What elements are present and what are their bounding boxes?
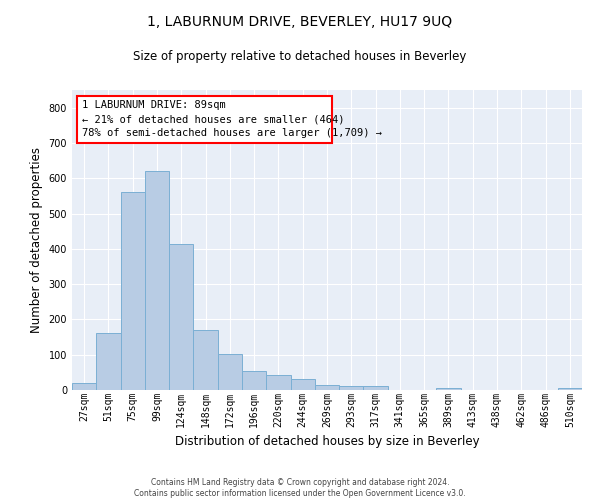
Y-axis label: Number of detached properties: Number of detached properties <box>30 147 43 333</box>
Bar <box>145 171 169 390</box>
X-axis label: Distribution of detached houses by size in Beverley: Distribution of detached houses by size … <box>175 435 479 448</box>
Bar <box>96 333 121 390</box>
Bar <box>436 388 461 390</box>
Bar <box>169 244 193 390</box>
Bar <box>72 383 96 390</box>
Bar <box>558 388 582 390</box>
Bar <box>193 330 218 390</box>
Bar <box>266 375 290 390</box>
Bar <box>242 370 266 390</box>
Bar <box>364 386 388 390</box>
Bar <box>290 380 315 390</box>
Text: 1, LABURNUM DRIVE, BEVERLEY, HU17 9UQ: 1, LABURNUM DRIVE, BEVERLEY, HU17 9UQ <box>148 15 452 29</box>
Bar <box>121 192 145 390</box>
FancyBboxPatch shape <box>77 96 332 142</box>
Text: Size of property relative to detached houses in Beverley: Size of property relative to detached ho… <box>133 50 467 63</box>
Bar <box>339 386 364 390</box>
Bar <box>218 354 242 390</box>
Text: 1 LABURNUM DRIVE: 89sqm
← 21% of detached houses are smaller (464)
78% of semi-d: 1 LABURNUM DRIVE: 89sqm ← 21% of detache… <box>82 100 382 138</box>
Text: Contains HM Land Registry data © Crown copyright and database right 2024.
Contai: Contains HM Land Registry data © Crown c… <box>134 478 466 498</box>
Bar <box>315 384 339 390</box>
